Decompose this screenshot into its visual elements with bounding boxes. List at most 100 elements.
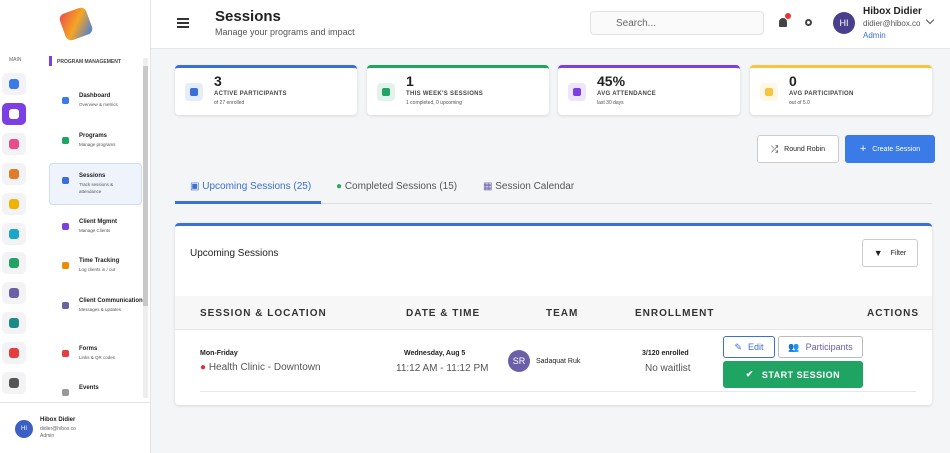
rail-icon[interactable] <box>2 282 26 305</box>
notification-badge <box>785 13 791 19</box>
filter-button[interactable]: ▼ Filter <box>862 239 918 267</box>
stat-icon <box>185 83 203 101</box>
nav-icon <box>62 262 69 269</box>
stat-label: ACTIVE PARTICIPANTS <box>214 91 287 97</box>
user-email: didier@hibox.co <box>863 19 921 28</box>
button-label: START SESSION <box>761 369 841 380</box>
create-session-button[interactable]: + Create Session <box>845 135 935 163</box>
icon-glyph <box>382 88 390 96</box>
nav-item[interactable]: Events <box>79 384 129 393</box>
panel-title: Upcoming Sessions <box>190 248 279 259</box>
nav-item[interactable]: Forms Links & QR codes <box>79 345 129 361</box>
nav-subtitle: Links & QR codes <box>79 355 116 360</box>
icon-glyph <box>9 79 19 89</box>
icon-glyph <box>9 378 19 388</box>
search-input[interactable]: Search... <box>590 11 764 35</box>
icon-glyph <box>9 228 19 239</box>
tab[interactable]: ▦ Session Calendar <box>483 181 575 192</box>
stat-value: 0 <box>789 73 797 89</box>
rail-icon[interactable] <box>2 162 26 185</box>
tab-label: Upcoming Sessions (25) <box>202 181 312 192</box>
nav-item[interactable]: Client Mgmnt Manage Clients <box>79 218 129 234</box>
nav-title: Dashboard <box>79 93 111 99</box>
user-role: Admin <box>863 31 886 40</box>
rail-icon[interactable] <box>2 102 26 125</box>
rail-icon[interactable] <box>2 342 26 365</box>
tabs-border <box>175 203 932 204</box>
enrollment: 3/120 enrolled <box>642 350 689 357</box>
rail-icon[interactable] <box>2 372 26 394</box>
icon-glyph <box>9 348 19 359</box>
nav-title: Client Communication <box>79 298 143 304</box>
rail-icon[interactable] <box>2 73 26 95</box>
group-marker <box>49 56 52 66</box>
icon-glyph <box>573 88 581 96</box>
column-header: ACTIONS <box>867 308 919 319</box>
icon-glyph <box>9 198 19 209</box>
settings-icon[interactable] <box>805 19 812 26</box>
nav-item[interactable]: Dashboard Overview & metrics <box>79 92 129 108</box>
user-email: didier@hibox.co <box>40 426 76 432</box>
nav-item[interactable]: Sessions Track sessions & attendance <box>79 172 129 195</box>
round-robin-button[interactable]: ⤮ Round Robin <box>757 135 839 163</box>
tab-label: Session Calendar <box>495 181 575 192</box>
menu-button[interactable] <box>177 18 189 28</box>
stat-card: 1 THIS WEEK'S SESSIONS 1 completed, 0 upco… <box>367 65 549 115</box>
user-role: Admin <box>40 433 55 439</box>
column-header: ENROLLMENT <box>635 308 715 319</box>
tab[interactable]: ▣ Upcoming Sessions (25) <box>190 181 312 192</box>
nav-item[interactable]: Client Communication Messages & updates <box>79 297 143 313</box>
icon-glyph <box>765 88 773 96</box>
stat-label: AVG PARTICIPATION <box>789 91 854 97</box>
edit-button[interactable]: ✎ Edit <box>723 336 775 358</box>
start-session-button[interactable]: ✔ START SESSION <box>723 361 863 388</box>
rail-icon[interactable] <box>2 132 26 155</box>
active-tab-indicator <box>175 201 321 204</box>
stat-value: 3 <box>214 73 222 89</box>
nav-title: Events <box>79 385 99 391</box>
nav-title: Client Mgmnt <box>79 219 117 225</box>
nav-icon <box>62 389 69 396</box>
button-label: Edit <box>748 342 764 352</box>
sessions-panel: Upcoming Sessions ▼ Filter SESSION & LOCA… <box>175 223 932 405</box>
stat-note: last 30 days <box>597 100 624 106</box>
nav-icon <box>62 302 69 309</box>
rail-icon[interactable] <box>2 222 26 245</box>
button-label: Participants <box>805 342 853 352</box>
button-label: Round Robin <box>784 145 826 153</box>
nav-item[interactable]: Programs Manage programs <box>79 132 129 148</box>
stat-label: THIS WEEK'S SESSIONS <box>406 91 484 97</box>
stat-note: 1 completed, 0 upcoming <box>406 100 462 106</box>
nav-icon <box>62 137 69 144</box>
page-title: Sessions <box>215 8 281 25</box>
user-name: Hibox Didier <box>863 6 922 17</box>
stat-value: 1 <box>406 73 414 89</box>
nav-item-active <box>49 163 142 205</box>
rail-icon[interactable] <box>2 312 26 335</box>
stat-card: 0 AVG PARTICIPATION out of 5.0 <box>750 65 932 115</box>
icon-glyph <box>9 288 19 299</box>
nav-item[interactable]: Time Tracking Log clients in / out <box>79 257 129 273</box>
nav-subtitle: Manage programs <box>79 142 116 147</box>
avatar[interactable]: HI <box>15 420 33 438</box>
notification-icon[interactable] <box>779 18 787 27</box>
participants-button[interactable]: 👥 Participants <box>778 336 863 358</box>
icon-glyph <box>9 168 19 179</box>
nav-icon <box>62 177 69 184</box>
tab[interactable]: ● Completed Sessions (15) <box>336 181 458 192</box>
rail-icon[interactable] <box>2 192 26 215</box>
location-text: Health Clinic - Downtown <box>208 362 321 373</box>
nav-title: Sessions <box>79 173 106 179</box>
logo[interactable] <box>58 6 94 42</box>
user-name: Hibox Didier <box>40 417 76 423</box>
page-subtitle: Manage your programs and impact <box>215 27 355 37</box>
topbar <box>151 0 950 49</box>
stat-label: AVG ATTENDANCE <box>597 91 657 97</box>
column-header: TEAM <box>546 308 579 319</box>
rail-icon[interactable] <box>2 252 26 275</box>
nav-title: Forms <box>79 346 98 352</box>
stat-note: out of 5.0 <box>789 100 810 106</box>
avatar[interactable]: HI <box>833 12 855 34</box>
stat-icon <box>568 83 586 101</box>
